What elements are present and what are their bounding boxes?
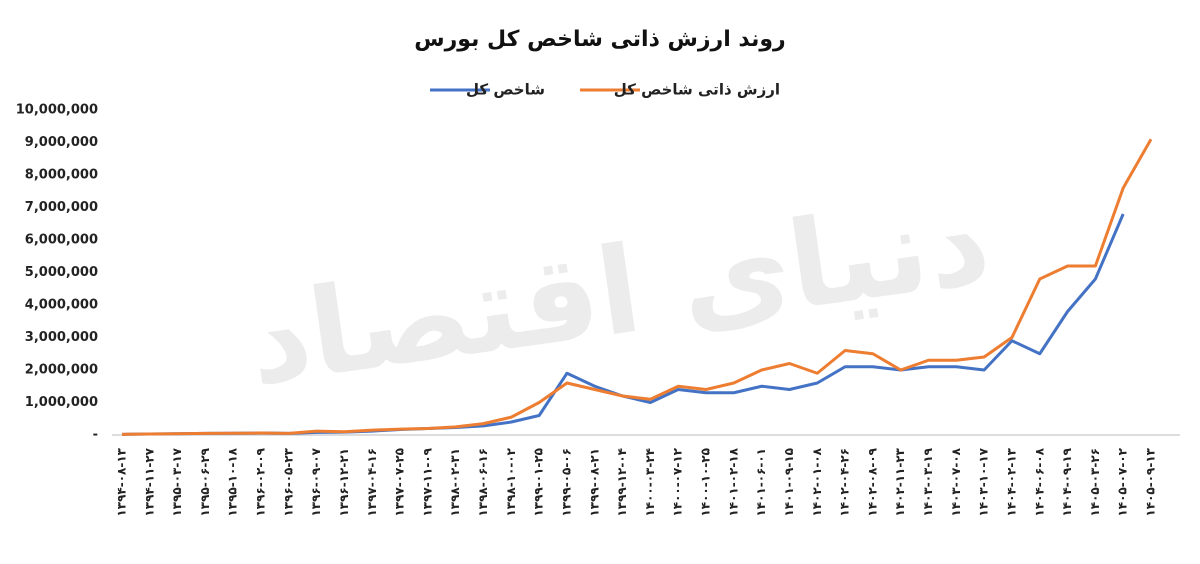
y-tick-label: 10,000,000 bbox=[16, 103, 98, 118]
x-tick-label: ۱۴۰۲-۱۱-۲۳ bbox=[893, 447, 907, 516]
y-tick-label: 3,000,000 bbox=[25, 330, 98, 345]
x-tick-label: ۱۳۹۴-۱۱-۲۷ bbox=[142, 447, 156, 516]
x-tick-label: ۱۴۰۱-۰۹-۱۵ bbox=[782, 448, 796, 517]
x-tick-label: ۱۳۹۶-۰۵-۲۳ bbox=[281, 447, 295, 516]
y-tick-label: - bbox=[93, 428, 98, 443]
x-tick-label: ۱۴۰۵-۰۳-۲۶ bbox=[1088, 448, 1102, 517]
y-tick-label: 6,000,000 bbox=[25, 233, 98, 248]
x-tick-label: ۱۳۹۸-۰۲-۳۱ bbox=[448, 448, 462, 517]
x-tick-label: ۱۳۹۹-۱۲-۰۴ bbox=[615, 448, 629, 517]
chart-title: روند ارزش ذاتی شاخص کل بورس bbox=[414, 27, 785, 52]
x-tick-label: ۱۳۹۷-۰۴-۱۶ bbox=[365, 448, 379, 517]
x-tick-label: ۱۴۰۳-۰۷-۰۸ bbox=[949, 447, 963, 516]
x-tick-label: ۱۳۹۵-۰۶-۲۹ bbox=[198, 447, 212, 516]
x-tick-label: ۱۴۰۱-۰۲-۱۸ bbox=[726, 447, 740, 516]
y-tick-label: 4,000,000 bbox=[25, 298, 98, 313]
y-tick-label: 8,000,000 bbox=[25, 168, 98, 183]
x-tick-label: ۱۴۰۴-۰۶-۰۸ bbox=[1032, 447, 1046, 516]
x-tick-label: ۱۴۰۳-۱۰-۱۷ bbox=[977, 447, 991, 516]
x-tick-label: ۱۴۰۵-۰۷-۰۲ bbox=[1116, 447, 1130, 516]
x-tick-label: ۱۳۹۵-۱۰-۱۸ bbox=[226, 447, 240, 516]
x-tick-label: ۱۴۰۵-۰۹-۱۳ bbox=[1144, 447, 1158, 516]
x-tick-label: ۱۴۰۲-۰۱-۰۸ bbox=[810, 447, 824, 516]
legend-label: شاخص کل bbox=[466, 81, 545, 99]
x-tick-label: ۱۴۰۲-۰۸-۰۹ bbox=[865, 447, 879, 516]
y-tick-label: 9,000,000 bbox=[25, 135, 98, 150]
y-tick-label: 2,000,000 bbox=[25, 363, 98, 378]
y-tick-label: 7,000,000 bbox=[25, 200, 98, 215]
x-tick-label: ۱۳۹۸-۱۰-۰۲ bbox=[504, 447, 518, 516]
legend-label: ارزش ذاتی شاخص کل bbox=[614, 81, 780, 99]
x-tick-label: ۱۴۰۰-۰۷-۱۲ bbox=[671, 447, 685, 516]
x-tick-label: ۱۴۰۴-۰۲-۱۳ bbox=[1004, 447, 1018, 516]
x-tick-label: ۱۳۹۹-۰۵-۰۶ bbox=[559, 448, 573, 517]
x-tick-label: ۱۳۹۶-۱۲-۲۱ bbox=[337, 448, 351, 517]
watermark: دنیای اقتصاد bbox=[240, 172, 998, 413]
x-tick-label: ۱۳۹۷-۰۷-۲۵ bbox=[393, 448, 407, 517]
x-tick-label: ۱۳۹۶-۰۹-۰۷ bbox=[309, 447, 323, 516]
x-tick-label: ۱۳۹۹-۰۸-۲۱ bbox=[587, 448, 601, 517]
x-tick-label: ۱۴۰۳-۰۳-۱۹ bbox=[921, 447, 935, 516]
x-tick-label: ۱۴۰۲-۰۴-۲۶ bbox=[838, 448, 852, 517]
y-tick-label: 5,000,000 bbox=[25, 265, 98, 280]
x-tick-label: ۱۳۹۵-۰۳-۱۷ bbox=[170, 447, 184, 516]
x-tick-label: ۱۳۹۴-۰۸-۱۳ bbox=[115, 447, 129, 516]
series-line bbox=[121, 138, 1153, 436]
x-tick-label: ۱۴۰۰-۰۳-۲۴ bbox=[643, 448, 657, 517]
x-tick-label: ۱۴۰۱-۰۶-۰۱ bbox=[754, 448, 768, 517]
x-tick-label: ۱۳۹۷-۱۱-۰۹ bbox=[420, 447, 434, 516]
x-tick-label: ۱۳۹۹-۰۱-۲۵ bbox=[532, 448, 546, 517]
x-tick-label: ۱۴۰۰-۱۰-۲۵ bbox=[699, 448, 713, 517]
y-tick-label: 1,000,000 bbox=[25, 395, 98, 410]
x-tick-label: ۱۳۹۸-۰۶-۱۶ bbox=[476, 448, 490, 517]
x-tick-label: ۱۳۹۶-۰۲-۰۹ bbox=[254, 447, 268, 516]
x-tick-label: ۱۴۰۴-۰۹-۱۹ bbox=[1060, 447, 1074, 516]
